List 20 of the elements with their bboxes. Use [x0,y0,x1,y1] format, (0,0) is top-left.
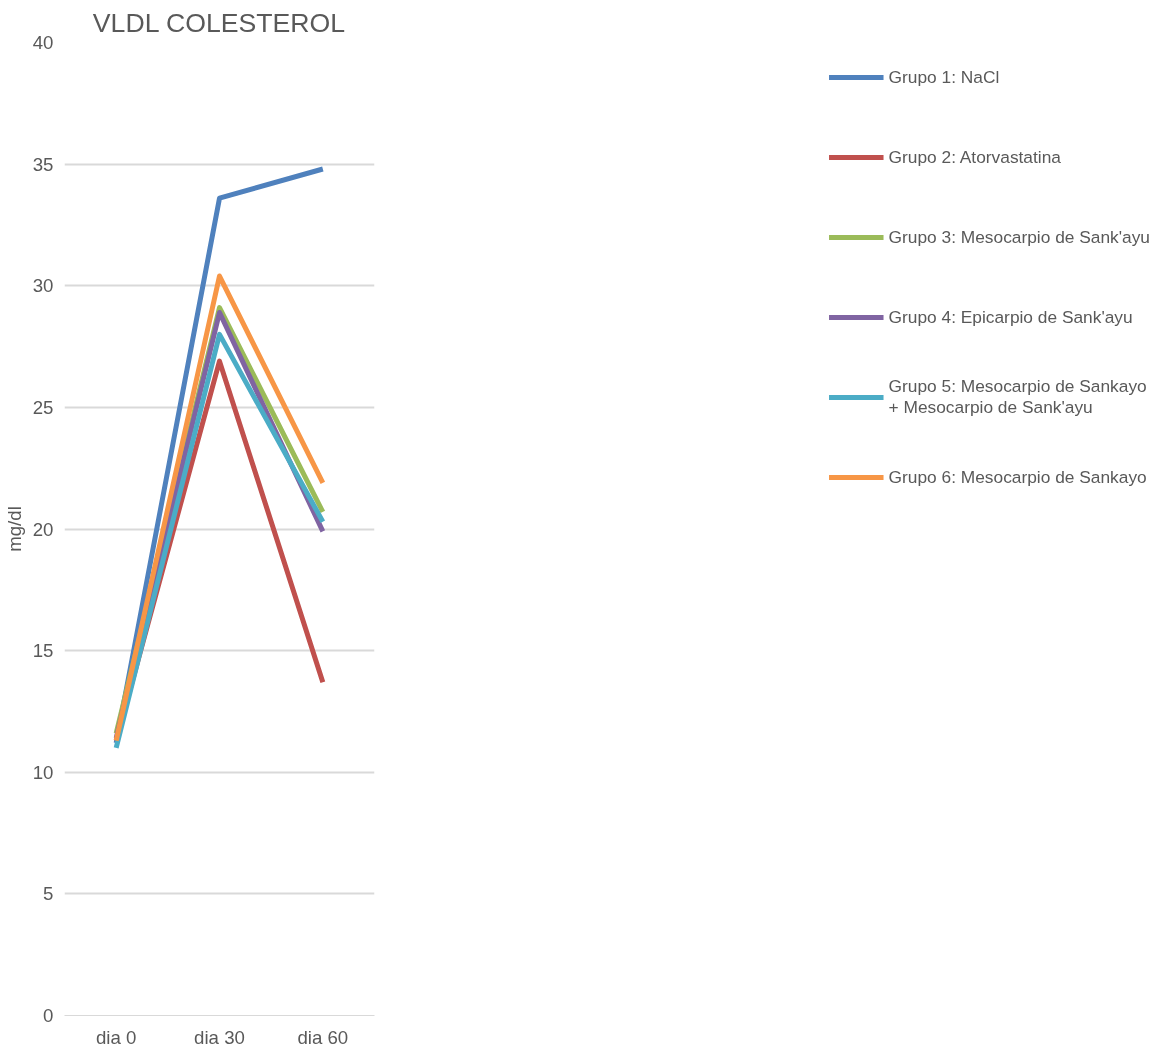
x-tick-label: dia 0 [95,1026,137,1048]
legend-label: Grupo 2: Atorvastatina [888,145,1061,169]
legend-label: Grupo 6: Mesocarpio de Sankayo [888,465,1147,489]
y-tick-label: 15 [32,640,54,662]
legend-label: Grupo 4: Epicarpio de Sank'ayu [888,305,1133,329]
x-tick-label: dia 30 [194,1026,245,1048]
x-tick-label: dia 60 [297,1026,349,1048]
legend-label: Grupo 5: Mesocarpio de Sankayo + Mesocarpio de Sank'ayu [888,375,1147,419]
y-tick-label: 25 [32,396,54,418]
y-tick-label: 40 [32,32,54,53]
y-tick-label: 30 [32,275,54,297]
y-tick-label: 5 [43,883,54,905]
legend-label: Grupo 3: Mesocarpio de Sank'ayu [888,225,1150,249]
y-tick-label: 0 [43,1005,54,1026]
y-tick-label: 20 [32,518,54,540]
y-tick-label: 10 [32,761,54,783]
y-axis-title: mg/dl [3,506,25,552]
y-tick-label: 35 [32,153,54,175]
legend-label: Grupo 1: NaCl [888,65,1000,89]
chart-title: VLDL COLESTEROL [92,7,346,38]
